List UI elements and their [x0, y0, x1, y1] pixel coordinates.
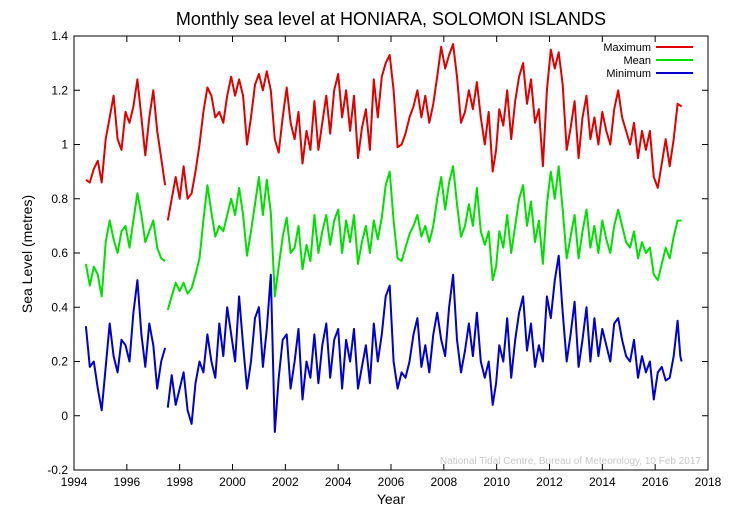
legend-label-minimum: Minimum: [606, 68, 651, 80]
y-tick-label: 0.8: [51, 192, 68, 206]
series-line-minimum: [166, 254, 683, 433]
x-tick-label: 2008: [430, 475, 457, 489]
source-annotation: National Tidal Centre, Bureau of Meteoro…: [440, 456, 702, 467]
x-tick-label: 2014: [589, 475, 616, 489]
series-line-mean: [166, 165, 682, 311]
legend-label-maximum: Maximum: [603, 42, 651, 54]
x-tick-label: 2006: [378, 475, 405, 489]
x-tick-label: 2018: [695, 475, 722, 489]
series-line-maximum: [85, 78, 167, 186]
legend-label-mean: Mean: [623, 55, 651, 67]
y-tick-label: -0.2: [47, 463, 68, 477]
x-tick-label: 2016: [642, 475, 669, 489]
x-tick-label: 1996: [113, 475, 140, 489]
y-axis-label: Sea Level (metres): [19, 195, 35, 313]
y-tick-label: 0: [61, 409, 68, 423]
legend: Maximum Mean Minimum: [603, 42, 693, 80]
y-tick-label: 1.2: [51, 83, 68, 97]
x-tick-label: 2012: [536, 475, 563, 489]
series-line-mean: [84, 192, 166, 298]
y-tick-label: 0.2: [51, 355, 68, 369]
series-line-maximum: [166, 43, 683, 221]
data-series: [84, 43, 683, 433]
x-tick-label: 2004: [325, 475, 352, 489]
x-tick-label: 2000: [219, 475, 246, 489]
series-line-minimum: [84, 279, 167, 412]
y-tick-label: 1: [61, 138, 68, 152]
axis-ticks: 1994 1996 1998 2000 2002 2004 2006 2008 2010 2012…: [47, 29, 721, 489]
x-tick-label: 1994: [61, 475, 88, 489]
x-tick-label: 2010: [483, 475, 510, 489]
y-tick-label: 0.6: [51, 246, 68, 260]
x-tick-label: 1998: [166, 475, 193, 489]
chart-title: Monthly sea level at HONIARA, SOLOMON IS…: [176, 9, 606, 29]
x-axis-label: Year: [377, 491, 406, 507]
x-tick-label: 2002: [272, 475, 299, 489]
y-tick-label: 1.4: [51, 29, 68, 43]
y-tick-label: 0.4: [51, 300, 68, 314]
